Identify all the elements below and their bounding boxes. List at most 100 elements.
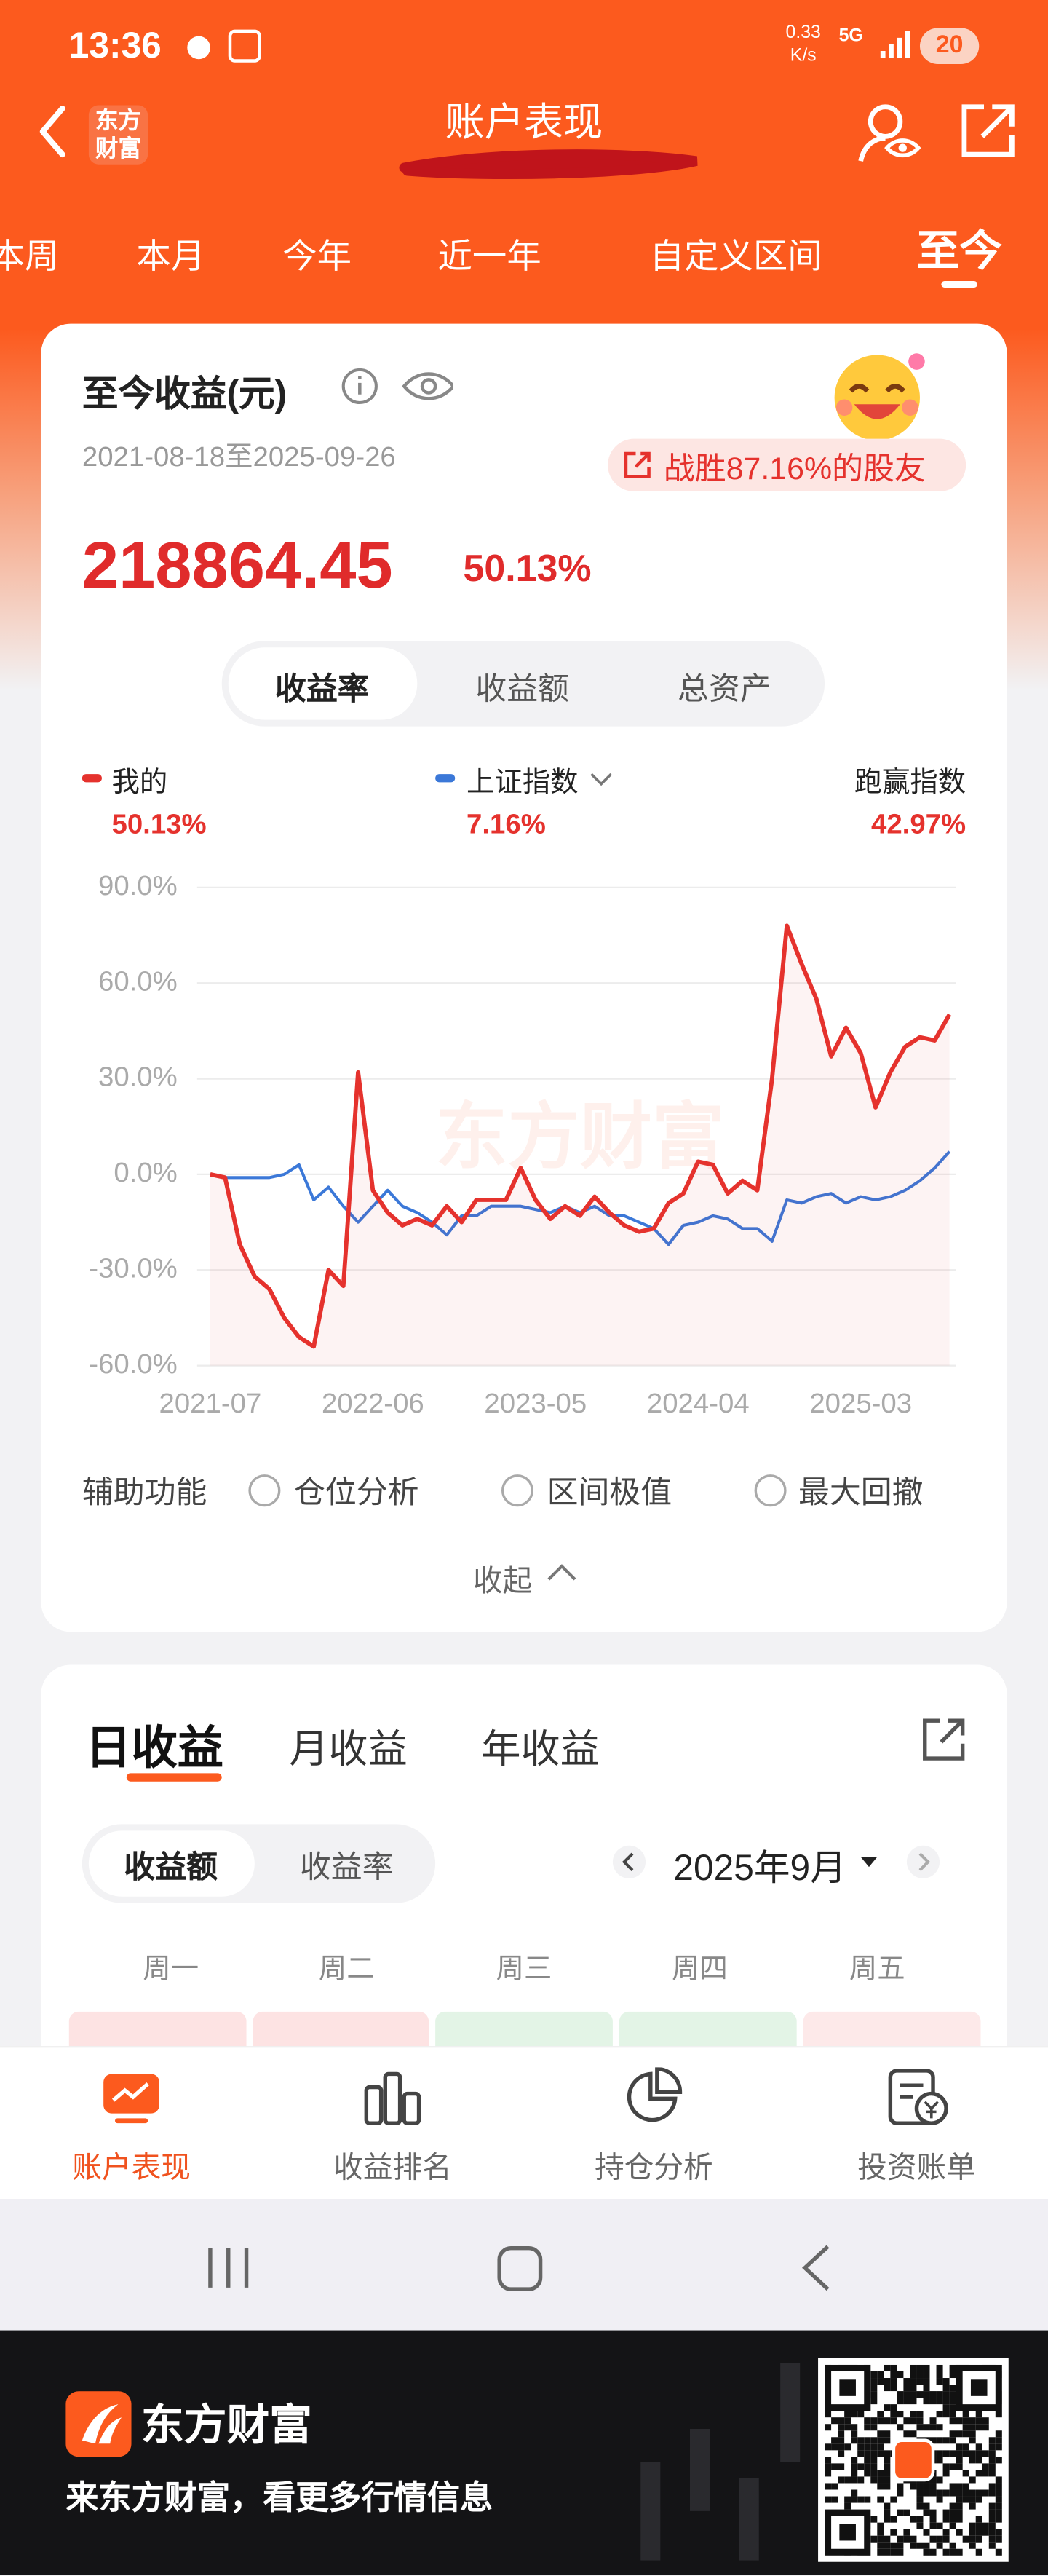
- qr-module: [884, 2417, 891, 2425]
- user-icon[interactable]: [854, 98, 924, 167]
- daily-tab[interactable]: 月收益: [289, 1728, 408, 1773]
- qr-module: [851, 2463, 858, 2470]
- qr-module: [884, 2404, 891, 2411]
- qr-module: [929, 2476, 937, 2484]
- index-dropdown[interactable]: [588, 769, 614, 789]
- qr-module: [988, 2535, 996, 2543]
- qr-module: [864, 2496, 871, 2503]
- qr-module: [975, 2424, 982, 2431]
- qr-module: [884, 2378, 891, 2385]
- qr-module: [838, 2450, 845, 2457]
- logo-badge: 东方财富: [88, 105, 148, 165]
- period-tab[interactable]: 本月: [136, 238, 206, 277]
- qr-module: [923, 2424, 930, 2431]
- qr-module: [851, 2424, 858, 2431]
- qr-module: [877, 2470, 884, 2477]
- qr-module: [851, 2470, 858, 2477]
- legend-label[interactable]: 上证指数: [467, 766, 579, 798]
- period-tab[interactable]: 今年: [282, 238, 352, 277]
- tool-option[interactable]: 仓位分析: [294, 1477, 419, 1512]
- qr-module: [884, 2535, 891, 2543]
- next-month[interactable]: [905, 1844, 942, 1880]
- qr-module: [890, 2364, 897, 2371]
- qr-module: [838, 2430, 845, 2438]
- nav-label[interactable]: 收益排名: [333, 2151, 452, 2184]
- month-picker[interactable]: 2025年9月: [673, 1846, 846, 1889]
- daily-share[interactable]: [920, 1715, 969, 1765]
- qr-module: [851, 2476, 858, 2484]
- qr-finder: [839, 2379, 856, 2396]
- qr-module: [831, 2483, 838, 2490]
- qr-module: [890, 2496, 897, 2503]
- qr-module: [916, 2483, 924, 2490]
- qr-module: [975, 2470, 982, 2477]
- qr-module: [929, 2391, 937, 2398]
- daily-tab[interactable]: 年收益: [481, 1728, 600, 1773]
- qr-module: [831, 2417, 838, 2425]
- tool-option[interactable]: 最大回撤: [798, 1477, 924, 1512]
- qr-module: [851, 2489, 858, 2497]
- qr-module: [857, 2437, 865, 2444]
- signal-icon: [880, 31, 910, 58]
- qr-module: [962, 2450, 969, 2457]
- qr-module: [890, 2385, 897, 2392]
- qr-module: [877, 2411, 884, 2418]
- nav-label[interactable]: 持仓分析: [595, 2151, 713, 2184]
- share-icon[interactable]: [958, 102, 1017, 161]
- qr-module: [995, 2437, 1002, 2444]
- qr-module: [870, 2424, 878, 2431]
- qr-module: [838, 2463, 845, 2470]
- qr-module: [923, 2385, 930, 2392]
- tool-option[interactable]: 区间极值: [547, 1477, 672, 1512]
- qr-module: [949, 2371, 956, 2379]
- metric-option[interactable]: 收益率: [275, 673, 369, 708]
- daily-tab-active[interactable]: 日收益: [85, 1722, 224, 1774]
- metric-option[interactable]: 收益额: [475, 673, 570, 708]
- metric-option[interactable]: 总资产: [678, 673, 771, 708]
- period-tab[interactable]: 近一年: [437, 238, 541, 277]
- y-tick-label: 30.0%: [98, 1062, 178, 1093]
- legend-swatch: [82, 774, 102, 783]
- radio-buttons[interactable]: [247, 1472, 805, 1509]
- daily-toggle-option[interactable]: 收益率: [299, 1851, 394, 1886]
- qr-module: [903, 2391, 910, 2398]
- qr-module: [982, 2417, 989, 2425]
- back-button[interactable]: [33, 102, 72, 161]
- period-tab[interactable]: 自定义区间: [649, 238, 822, 277]
- qr-module: [923, 2364, 930, 2371]
- qr-module: [884, 2542, 891, 2549]
- qr-module: [897, 2424, 904, 2431]
- collapse-button[interactable]: 收起: [473, 1564, 533, 1597]
- qr-module: [825, 2463, 832, 2470]
- qr-module: [975, 2529, 982, 2536]
- tools-label: 辅助功能: [82, 1477, 207, 1512]
- qr-module: [988, 2542, 996, 2549]
- qr-module: [982, 2470, 989, 2477]
- qr-module: [916, 2424, 924, 2431]
- qr-module: [929, 2535, 937, 2543]
- nav-label-active[interactable]: 账户表现: [72, 2151, 191, 2184]
- qr-module: [916, 2364, 924, 2371]
- qr-module: [903, 2509, 910, 2516]
- qr-module: [995, 2430, 1002, 2438]
- nav-label[interactable]: 投资账单: [857, 2151, 976, 2184]
- qr-module: [838, 2476, 845, 2484]
- qr-module: [884, 2457, 891, 2464]
- daily-toggle-option[interactable]: 收益额: [124, 1851, 218, 1886]
- qr-module: [884, 2463, 891, 2470]
- period-tab[interactable]: 本周: [0, 238, 60, 277]
- qr-module: [890, 2516, 897, 2523]
- prev-month[interactable]: [611, 1844, 648, 1880]
- qr-module: [838, 2417, 845, 2425]
- qr-module: [923, 2371, 930, 2379]
- system-nav-buttons[interactable]: [197, 2238, 854, 2297]
- series-area: [210, 925, 950, 1366]
- qr-module: [942, 2509, 950, 2516]
- bottom-nav: [0, 2046, 1048, 2201]
- qr-module: [969, 2489, 976, 2497]
- qr-module: [942, 2529, 950, 2536]
- beat-badge[interactable]: 战胜87.16%的股友: [663, 452, 926, 488]
- qr-code[interactable]: [818, 2358, 1009, 2562]
- info-eye-icons[interactable]: [338, 365, 453, 411]
- period-tab-active[interactable]: 至今: [916, 226, 1002, 276]
